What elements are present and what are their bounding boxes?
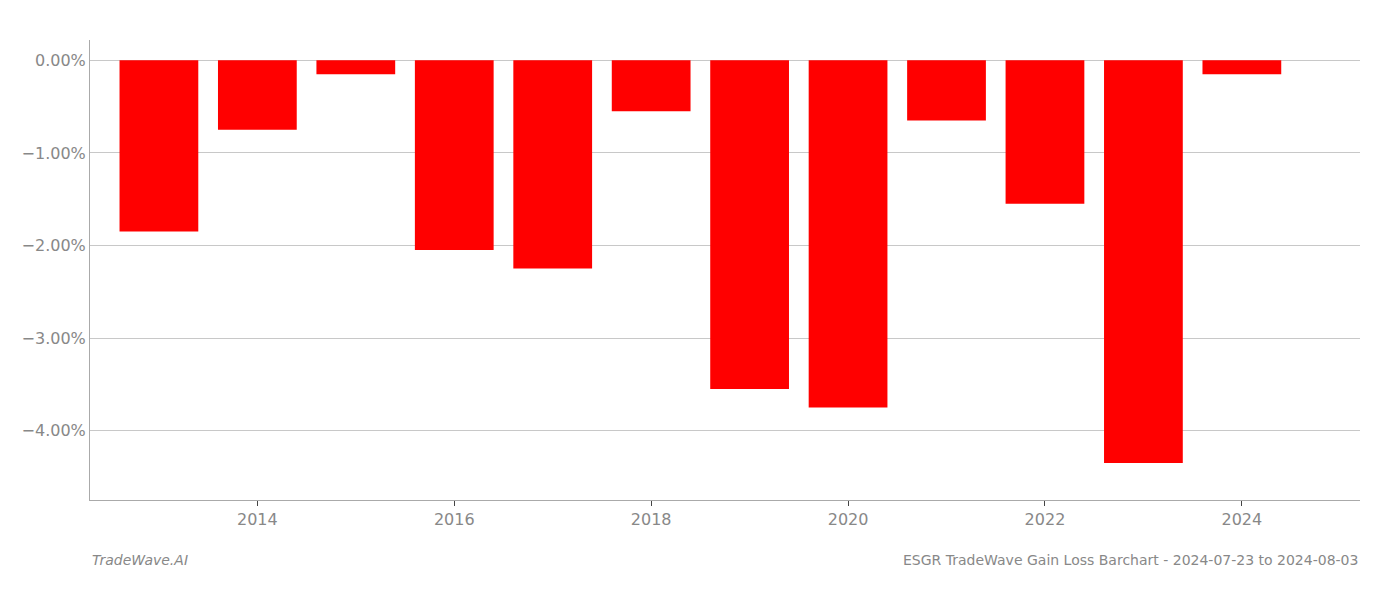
svg-text:−4.00%: −4.00%: [22, 421, 86, 440]
svg-text:0.00%: 0.00%: [35, 51, 86, 70]
svg-text:2016: 2016: [434, 510, 475, 529]
svg-text:−1.00%: −1.00%: [22, 144, 86, 163]
svg-text:−2.00%: −2.00%: [22, 236, 86, 255]
svg-text:2014: 2014: [237, 510, 278, 529]
svg-text:2018: 2018: [631, 510, 672, 529]
svg-text:2024: 2024: [1222, 510, 1263, 529]
svg-text:−3.00%: −3.00%: [22, 329, 86, 348]
svg-text:ESGR TradeWave Gain Loss Barch: ESGR TradeWave Gain Loss Barchart - 2024…: [903, 552, 1358, 568]
svg-text:2020: 2020: [828, 510, 869, 529]
svg-text:2022: 2022: [1025, 510, 1066, 529]
svg-text:TradeWave.AI: TradeWave.AI: [92, 552, 188, 568]
